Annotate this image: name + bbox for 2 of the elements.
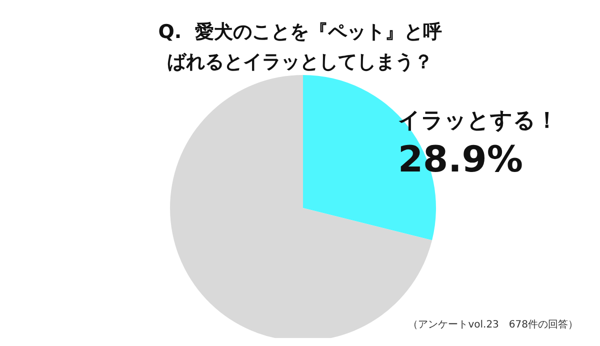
chart-title: Q. 愛犬のことを『ペット』と呼ばれるとイラッとしてしまう？ (158, 21, 442, 73)
text: （アンケートvol.23 678件の回答） (408, 318, 578, 330)
